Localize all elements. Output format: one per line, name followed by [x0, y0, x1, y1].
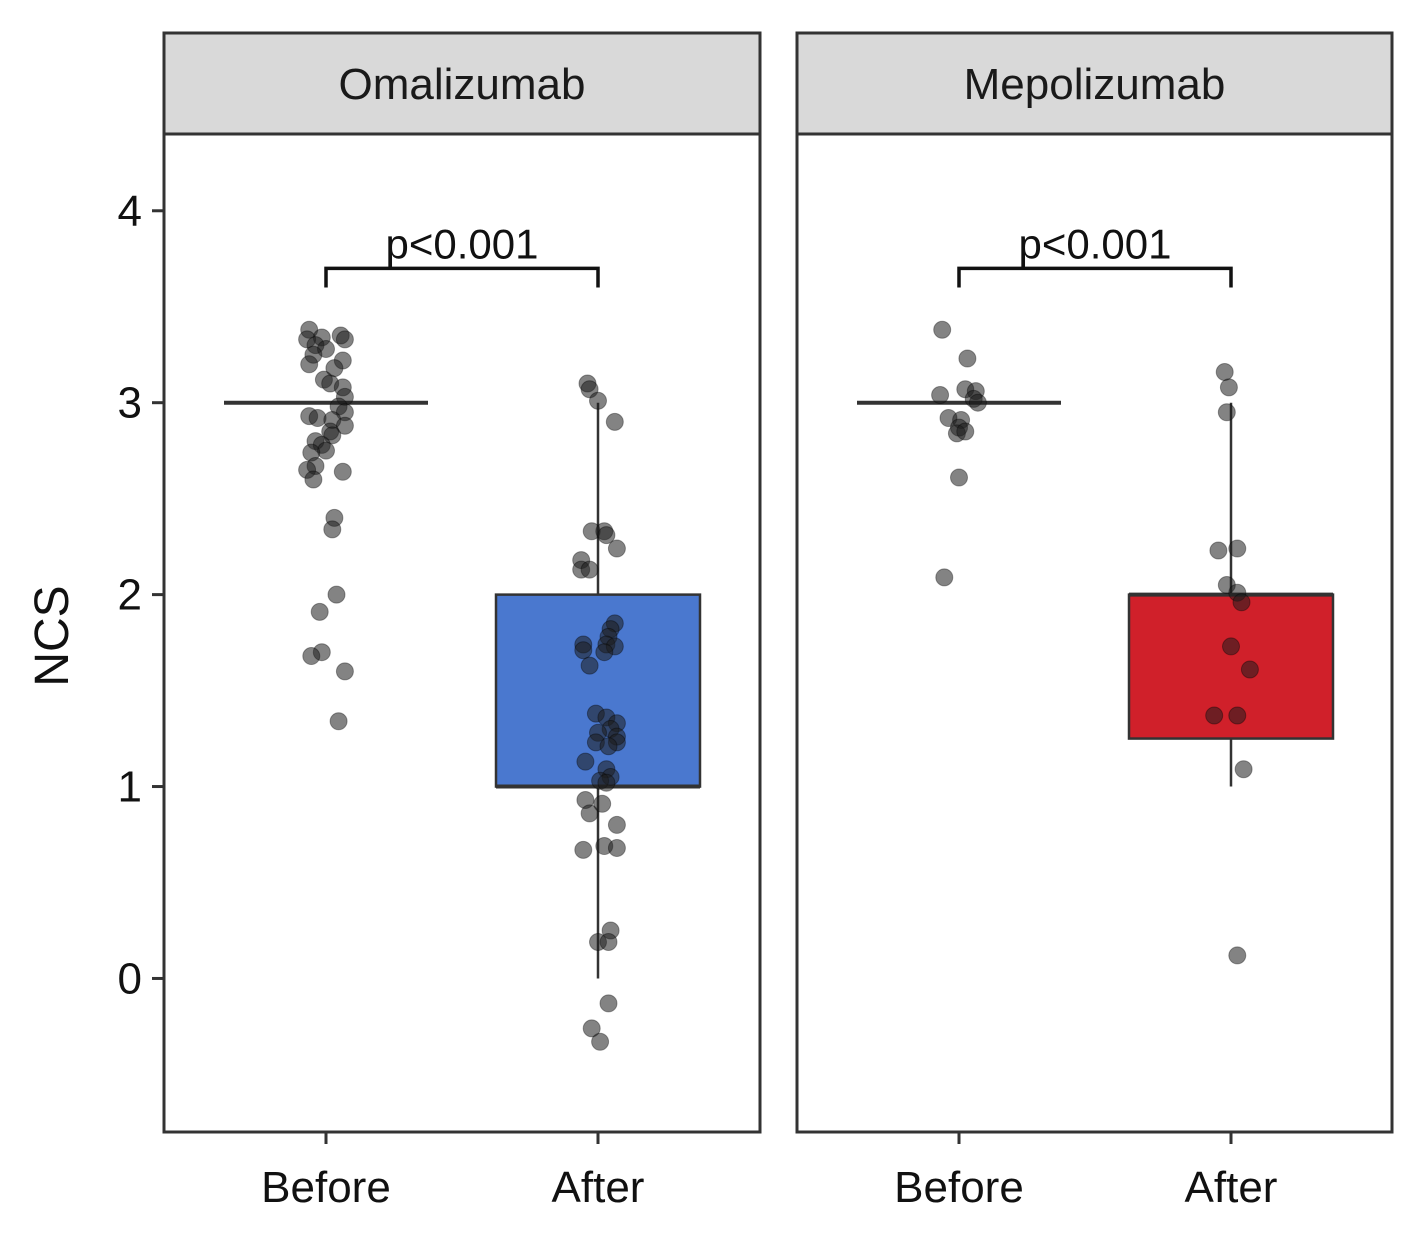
data-point: [933, 320, 952, 339]
facet-strip: [162, 31, 762, 136]
data-point: [574, 641, 593, 660]
data-point: [310, 602, 329, 621]
data-point: [958, 349, 977, 368]
data-point: [580, 804, 599, 823]
data-point: [582, 1019, 601, 1038]
y-tick-label: 4: [118, 187, 142, 236]
y-tick-label: 0: [118, 954, 142, 1003]
data-point: [607, 815, 626, 834]
data-point: [304, 470, 323, 489]
data-point: [580, 560, 599, 579]
data-point: [597, 526, 616, 545]
data-point: [1228, 706, 1247, 725]
data-point: [1217, 403, 1236, 422]
data-point: [1215, 362, 1234, 381]
data-point: [1219, 378, 1238, 397]
data-point: [335, 662, 354, 681]
y-axis: 0 1 2 3 4: [118, 187, 164, 1003]
facet-strip: [795, 31, 1394, 136]
significance-bracket: [324, 266, 600, 288]
data-point: [1209, 541, 1228, 560]
y-tick-label: 2: [118, 571, 142, 620]
y-axis-title: NCS: [26, 585, 79, 686]
data-point: [593, 794, 612, 813]
group-after: [1127, 362, 1335, 965]
x-tick-label: Before: [261, 1163, 391, 1212]
data-point: [599, 932, 618, 951]
facet-label: Omalizumab: [339, 60, 586, 109]
y-tick-label: 3: [118, 379, 142, 428]
data-point: [574, 840, 593, 859]
data-point: [595, 643, 614, 662]
x-tick-label: After: [1185, 1163, 1278, 1212]
box: [494, 593, 702, 788]
data-point: [599, 737, 618, 756]
data-point: [597, 773, 616, 792]
data-point: [607, 539, 626, 558]
group-before: [224, 320, 428, 731]
data-point: [599, 994, 618, 1013]
data-point: [968, 393, 987, 412]
data-point: [589, 391, 607, 410]
data-point: [323, 520, 342, 539]
data-point: [335, 330, 354, 349]
data-point: [576, 752, 595, 771]
data-point: [591, 1032, 610, 1051]
x-tick-label: After: [552, 1163, 645, 1212]
data-point: [300, 355, 319, 374]
data-point: [1228, 539, 1247, 558]
data-point: [580, 656, 599, 675]
data-point: [1222, 637, 1240, 656]
data-point: [956, 422, 975, 441]
data-point: [1240, 660, 1259, 679]
data-point: [302, 647, 321, 666]
data-point: [1205, 706, 1224, 725]
data-point: [605, 412, 624, 431]
data-point: [931, 386, 950, 405]
facet-label: Mepolizumab: [964, 60, 1226, 109]
data-point: [327, 585, 346, 604]
data-point: [1228, 946, 1247, 965]
significance-bracket: [957, 266, 1233, 288]
data-point: [329, 712, 348, 731]
group-before: [857, 320, 1061, 587]
panel-omalizumab: Omalizumab Before After p<0.001: [162, 31, 762, 1212]
y-tick-label: 1: [118, 763, 142, 812]
data-point: [333, 462, 352, 481]
data-point: [935, 568, 954, 587]
data-point: [607, 838, 626, 857]
group-after: [494, 374, 702, 1051]
data-point: [950, 468, 968, 487]
x-tick-label: Before: [894, 1163, 1024, 1212]
p-value-annotation: p<0.001: [386, 220, 539, 267]
panel-mepolizumab: Mepolizumab Before After p<0.001: [795, 31, 1394, 1212]
data-point: [1232, 593, 1251, 612]
p-value-annotation: p<0.001: [1019, 220, 1172, 267]
data-point: [1234, 760, 1253, 779]
